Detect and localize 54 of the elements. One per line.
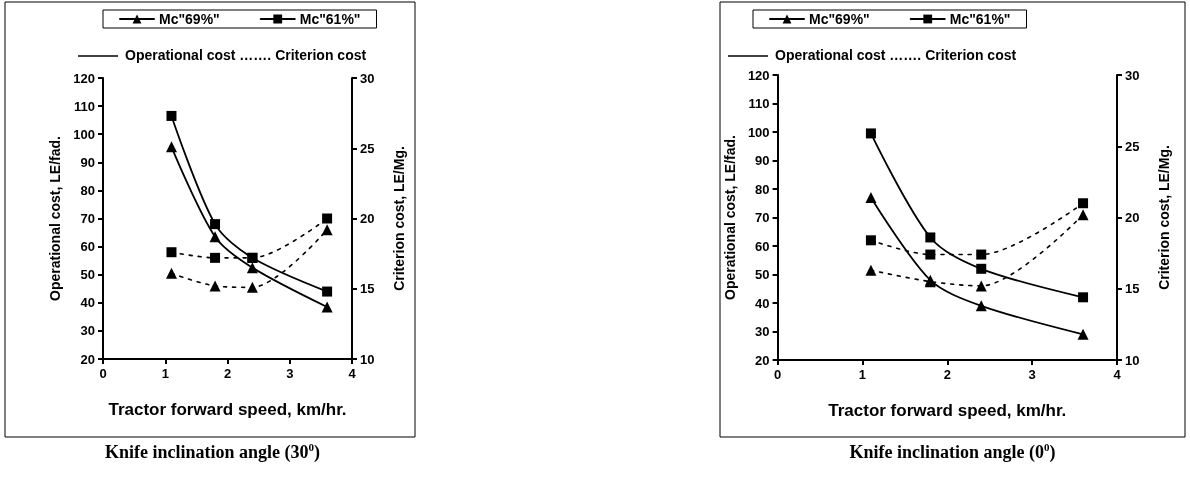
- legend-label: Mc"69%": [809, 11, 870, 27]
- y2-tick-label: 20: [360, 211, 375, 226]
- y2-tick-label: 30: [360, 70, 375, 86]
- y-tick-label: 20: [80, 351, 95, 367]
- y-tick-label: 100: [73, 126, 95, 142]
- y-tick-label: 110: [748, 96, 770, 111]
- x-tick-label: 1: [161, 366, 169, 381]
- y2-tick-label: 25: [360, 140, 375, 156]
- y-tick-label: 120: [747, 67, 770, 83]
- x-tick-label: 2: [223, 366, 232, 381]
- y2-tick-label: 25: [1125, 138, 1140, 154]
- y-tick-label: 30: [80, 323, 95, 339]
- y-tick-label: 60: [80, 239, 95, 255]
- x-tick-label: 1: [858, 367, 867, 382]
- y2-tick-label: 15: [360, 281, 375, 297]
- y-tick-label: 90: [755, 153, 770, 168]
- y-tick-label: 40: [80, 295, 95, 311]
- x-tick-label: 2: [943, 367, 951, 382]
- y-tick-label: 50: [755, 267, 770, 282]
- y-tick-label: 70: [80, 211, 95, 226]
- y-tick-label: 90: [80, 154, 95, 170]
- y-tick-label: 20: [755, 352, 770, 368]
- y2-tick-label: 20: [1125, 210, 1140, 225]
- y2-tick-label: 10: [1125, 352, 1140, 368]
- y2-axis-title: Criterion cost, LE/Mg.: [391, 146, 407, 291]
- y-tick-label: 70: [755, 210, 770, 225]
- text: Operational cost ……. Criterion cost: [775, 47, 1017, 63]
- y-tick-label: 110: [74, 98, 95, 114]
- y-tick-label: 80: [80, 182, 95, 198]
- x-tick-label: 3: [1028, 367, 1036, 382]
- y2-tick-label: 30: [1125, 67, 1140, 83]
- y2-tick-label: 15: [1125, 281, 1140, 297]
- y-tick-label: 40: [755, 295, 770, 311]
- legend-label: Mc"61%": [949, 11, 1011, 27]
- legend-label: Mc"69%": [159, 11, 220, 27]
- y2-axis-title: Criterion cost, LE/Mg.: [1156, 145, 1172, 290]
- y-tick-label: 100: [747, 124, 770, 140]
- x-axis-title: Tractor forward speed, km/hr.: [828, 401, 1067, 420]
- x-tick-label: 4: [348, 366, 357, 381]
- x-axis-title: Tractor forward speed, km/hr.: [108, 400, 347, 419]
- y2-tick-label: 10: [360, 351, 375, 367]
- y-tick-label: 80: [755, 181, 770, 197]
- y-axis-title: Operational cost, LE/fad.: [47, 136, 64, 301]
- legend-label: Mc"61%": [299, 11, 361, 27]
- y-tick-label: 60: [755, 238, 770, 254]
- x-tick-label: 0: [773, 367, 782, 382]
- y-tick-label: 50: [80, 267, 95, 283]
- text: Operational cost ……. Criterion cost: [125, 47, 367, 63]
- x-tick-label: 3: [286, 366, 294, 381]
- x-tick-label: 4: [1113, 367, 1122, 382]
- y-axis-title: Operational cost, LE/fad.: [722, 135, 738, 300]
- y-tick-label: 30: [755, 324, 770, 339]
- y-tick-label: 120: [73, 70, 95, 86]
- x-tick-label: 0: [99, 366, 107, 381]
